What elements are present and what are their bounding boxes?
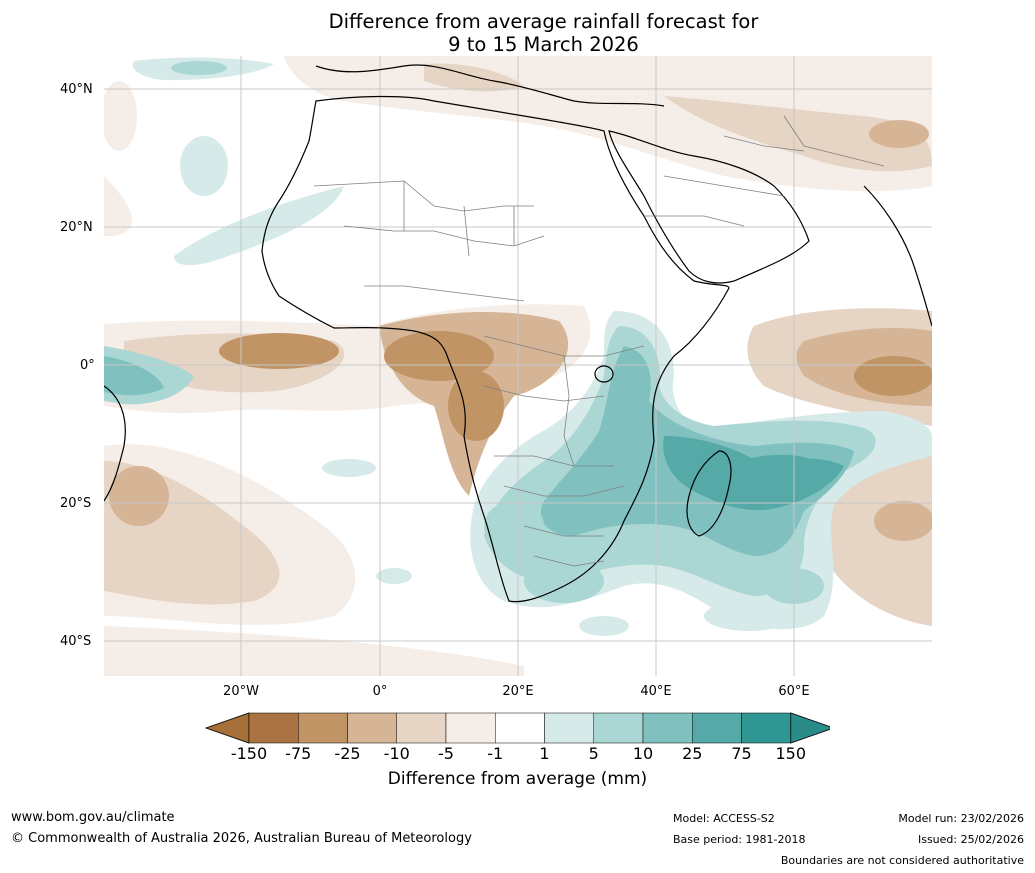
legend-swatch bbox=[544, 712, 594, 744]
anomaly-wet-small-2 bbox=[579, 616, 629, 636]
legend-tick-label: 25 bbox=[682, 744, 703, 763]
coastlines bbox=[104, 64, 932, 603]
africa-coastline bbox=[261, 95, 730, 603]
lat-label-40s: 40°S bbox=[60, 634, 92, 649]
footer-issued: Issued: 25/02/2026 bbox=[917, 833, 1024, 846]
arabia-coastline bbox=[608, 130, 810, 284]
lat-label-20s: 20°S bbox=[60, 496, 92, 511]
legend-tick-label: 150 bbox=[775, 744, 807, 763]
footer-disclaimer: Boundaries are not considered authoritat… bbox=[780, 854, 1024, 867]
anomaly-dry-west-band bbox=[104, 176, 133, 236]
anomaly-dry-atlantic-core bbox=[219, 333, 339, 369]
india-coastline bbox=[863, 185, 932, 327]
lon-label-60e: 60°E bbox=[778, 684, 810, 699]
legend-extend-max bbox=[790, 712, 830, 744]
anomaly-wet-brazil-core bbox=[104, 356, 164, 396]
legend-swatch bbox=[741, 712, 791, 744]
legend-title: Difference from average (mm) bbox=[387, 769, 648, 789]
lon-label-20e: 20°E bbox=[502, 684, 534, 699]
south-america-coastline bbox=[104, 385, 126, 502]
anomaly-dry-gabon bbox=[448, 371, 504, 441]
anomaly-wet-madagascar-east bbox=[723, 454, 824, 496]
anomaly-dry-north bbox=[284, 56, 932, 192]
footer-model: Model: ACCESS-S2 bbox=[673, 812, 775, 825]
lon-label-20w: 20°W bbox=[223, 684, 259, 699]
anomaly-wet-small-3 bbox=[376, 568, 412, 584]
europe-coastline bbox=[315, 64, 665, 107]
anomaly-wet-angola bbox=[484, 501, 544, 551]
legend-tick-label: -5 bbox=[438, 744, 454, 763]
lat-label-20n: 20°N bbox=[60, 220, 93, 235]
legend-tick-label: 10 bbox=[632, 744, 654, 763]
anomaly-dry-west-north bbox=[104, 81, 137, 151]
country-borders bbox=[313, 115, 885, 567]
graticule bbox=[104, 56, 932, 676]
legend-swatch bbox=[593, 712, 644, 744]
anomaly-dry-north-east bbox=[664, 96, 932, 172]
lon-label-40e: 40°E bbox=[640, 684, 672, 699]
legend-tick-label: 5 bbox=[588, 744, 599, 763]
legend-swatch bbox=[396, 712, 447, 744]
legend-tick-label: 1 bbox=[539, 744, 550, 763]
legend-tick-label: -75 bbox=[285, 744, 312, 763]
anomaly-wet-north-atlantic-core bbox=[171, 61, 227, 75]
anomaly-wet-atlantic-mid bbox=[180, 136, 228, 196]
footer-model-run: Model run: 23/02/2026 bbox=[898, 812, 1024, 825]
rainfall-anomaly-map bbox=[104, 56, 932, 676]
anomaly-wet-atlantic-band bbox=[174, 186, 344, 266]
footer-base-period: Base period: 1981-2018 bbox=[673, 833, 806, 846]
legend-swatch bbox=[642, 712, 693, 744]
legend-extend-min bbox=[205, 712, 250, 744]
legend-tick-label: -150 bbox=[230, 744, 268, 763]
map-title-line2: 9 to 15 March 2026 bbox=[448, 33, 639, 56]
anomaly-wet-small-4 bbox=[704, 601, 794, 631]
legend-tick-label: -1 bbox=[487, 744, 504, 763]
anomaly-dry-south-indian-core bbox=[874, 501, 932, 541]
footer-url: www.bom.gov.au/climate bbox=[11, 810, 175, 825]
legend-swatch bbox=[445, 712, 496, 744]
anomaly-dry-south-belt bbox=[104, 626, 524, 676]
lat-label-0: 0° bbox=[80, 358, 95, 373]
anomaly-dry-congo-core bbox=[384, 331, 494, 381]
legend-tick-label: -10 bbox=[383, 744, 410, 763]
anomaly-dry-south-atlantic-core bbox=[109, 466, 169, 526]
lon-label-0: 0° bbox=[372, 684, 388, 699]
legend-swatch bbox=[248, 712, 299, 744]
legend-swatch bbox=[298, 712, 348, 744]
lat-label-40n: 40°N bbox=[60, 82, 93, 97]
anomaly-dry-iran bbox=[869, 120, 929, 148]
legend-tick-label: 75 bbox=[731, 744, 752, 763]
lake-victoria bbox=[594, 365, 614, 383]
madagascar-coastline bbox=[686, 450, 732, 537]
legend-swatch bbox=[347, 712, 397, 744]
anomaly-dry-mediterranean bbox=[424, 63, 524, 92]
legend-colorbar bbox=[205, 712, 830, 744]
legend-swatch bbox=[692, 712, 742, 744]
legend-tick-label: -25 bbox=[334, 744, 361, 763]
footer-copyright: © Commonwealth of Australia 2026, Austra… bbox=[11, 831, 472, 846]
anomaly-dry-indian-ocean-core bbox=[854, 356, 932, 396]
anomaly-wet-south-africa bbox=[524, 559, 604, 603]
map-title-line1: Difference from average rainfall forecas… bbox=[328, 10, 759, 33]
anomaly-wet-small-1 bbox=[322, 459, 376, 477]
legend-swatch bbox=[495, 712, 545, 744]
